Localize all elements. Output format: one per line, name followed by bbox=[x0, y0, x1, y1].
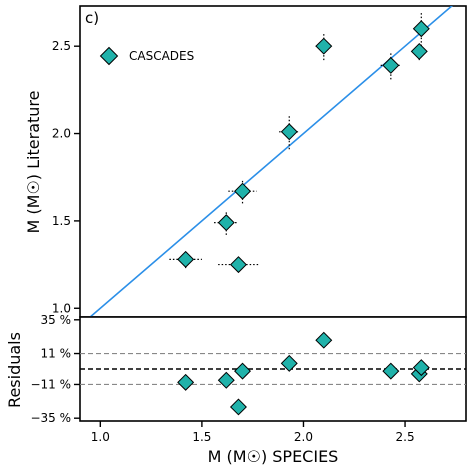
x-axis-title: M (M☉) SPECIES bbox=[208, 447, 339, 466]
residual-point bbox=[217, 371, 235, 389]
bottom-x-ticks: 1.0 1.5 2.0 2.5 bbox=[91, 421, 415, 444]
residual-point bbox=[315, 331, 333, 349]
top-y-tick-label: 1.0 bbox=[52, 301, 71, 315]
top-y-axis-title: M (M☉) Literature bbox=[24, 91, 43, 234]
x-tick-label: 2.5 bbox=[396, 430, 415, 444]
legend: CASCADES bbox=[99, 46, 194, 66]
top-y-tick-label: 1.5 bbox=[52, 214, 71, 228]
residual-point bbox=[229, 398, 247, 416]
x-tick-label: 1.0 bbox=[91, 430, 110, 444]
data-point bbox=[234, 182, 252, 200]
residual-point bbox=[177, 373, 195, 391]
data-point bbox=[315, 37, 333, 55]
residual-point bbox=[382, 362, 400, 380]
data-point bbox=[217, 214, 235, 232]
top-markers bbox=[177, 20, 430, 274]
bottom-markers bbox=[177, 331, 430, 416]
x-tick-label: 2.0 bbox=[294, 430, 313, 444]
bottom-y-axis-title: Residuals bbox=[5, 332, 24, 408]
panel-label: c) bbox=[85, 9, 99, 27]
data-point bbox=[382, 56, 400, 74]
legend-label: CASCADES bbox=[129, 49, 194, 63]
legend-marker bbox=[99, 46, 119, 66]
residual-point bbox=[234, 362, 252, 380]
data-point bbox=[412, 20, 430, 38]
residual-reference-lines bbox=[80, 352, 466, 386]
top-y-tick-label: 2.0 bbox=[52, 127, 71, 141]
data-point bbox=[229, 256, 247, 274]
bottom-y-ticks: 35 % 11 % −11 % −35 % bbox=[30, 313, 80, 425]
bottom-y-tick-label: 11 % bbox=[41, 347, 72, 361]
residual-point bbox=[412, 359, 430, 377]
data-point bbox=[280, 123, 298, 141]
bottom-y-tick-label: −35 % bbox=[30, 411, 71, 425]
data-point bbox=[410, 42, 428, 60]
bottom-panel: 35 % 11 % −11 % −35 % 1.0 1.5 2.0 2.5 Residual… bbox=[5, 313, 467, 466]
top-panel-frame bbox=[79, 5, 467, 318]
top-y-ticks: 1.0 1.5 2.0 2.5 bbox=[52, 39, 80, 315]
data-point bbox=[177, 250, 195, 268]
x-tick-label: 1.5 bbox=[192, 430, 211, 444]
residual-point bbox=[280, 354, 298, 372]
top-y-tick-label: 2.5 bbox=[52, 39, 71, 53]
bottom-y-tick-label: −11 % bbox=[30, 377, 71, 391]
bottom-y-tick-label: 35 % bbox=[41, 313, 72, 327]
top-panel: 1.0 1.5 2.0 2.5 c) CASCADES M (M☉) Literatu… bbox=[24, 5, 467, 318]
one-to-one-line bbox=[88, 6, 454, 317]
